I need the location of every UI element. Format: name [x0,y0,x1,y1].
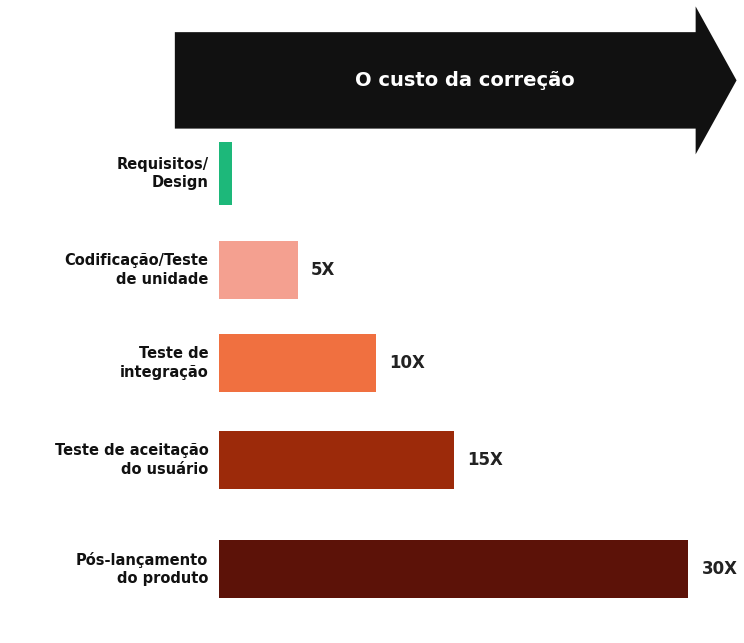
Text: 15X: 15X [467,451,503,469]
Text: O custo da correção: O custo da correção [355,71,575,90]
Text: 10X: 10X [389,354,425,372]
Bar [219,334,376,392]
Bar [219,241,298,299]
Bar [219,431,454,489]
Text: Codificação/Teste
de unidade: Codificação/Teste de unidade [64,253,208,287]
Text: 5X: 5X [311,261,336,279]
Bar [219,540,688,598]
Text: Pós-lançamento
do produto: Pós-lançamento do produto [76,552,208,586]
Text: 30X: 30X [702,560,737,578]
Text: Teste de aceitação
do usuário: Teste de aceitação do usuário [54,443,208,476]
Text: Teste de
integração: Teste de integração [120,347,208,380]
Bar [219,142,232,206]
Polygon shape [175,6,737,154]
Text: Requisitos/
Design: Requisitos/ Design [116,157,208,190]
